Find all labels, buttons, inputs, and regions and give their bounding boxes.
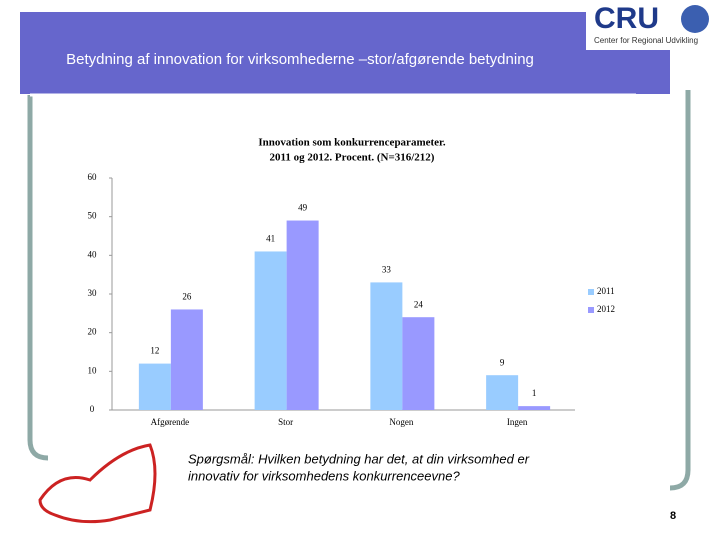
bar: [518, 406, 551, 410]
bar: [370, 282, 403, 410]
logo-tagline: Center for Regional Udvikling: [594, 36, 698, 45]
value-label: 41: [266, 234, 275, 244]
dog-logo: [38, 443, 157, 524]
y-tick-label: 0: [90, 404, 95, 414]
value-label: 24: [414, 299, 424, 309]
legend-label: 2012: [597, 304, 615, 314]
y-tick-label: 10: [88, 365, 98, 375]
logo-globe: [681, 5, 709, 33]
y-tick-label: 40: [88, 249, 98, 259]
logo: CRU: [594, 2, 659, 35]
value-label: 12: [150, 346, 159, 356]
bar: [170, 309, 203, 410]
chart-title: Innovation som konkurrenceparameter.: [258, 137, 446, 149]
y-tick-label: 50: [88, 211, 98, 221]
legend-label: 2011: [597, 286, 615, 296]
x-tick-label: Afgørende: [151, 417, 189, 427]
value-label: 49: [298, 203, 308, 213]
chart-title: 2011 og 2012. Procent. (N=316/212): [270, 152, 435, 164]
value-label: 26: [182, 292, 192, 302]
y-tick-label: 60: [88, 172, 98, 182]
x-tick-label: Stor: [278, 417, 293, 427]
value-label: 1: [532, 388, 537, 398]
bar: [402, 317, 435, 410]
bar: [286, 220, 319, 410]
legend-swatch: [588, 307, 594, 313]
value-label: 33: [382, 264, 392, 274]
bar: [254, 251, 287, 410]
bar: [138, 363, 171, 410]
x-tick-label: Nogen: [389, 417, 413, 427]
bar: [486, 375, 519, 410]
question-line: innovativ for virksomhedens konkurrencee…: [188, 468, 460, 483]
value-label: 9: [500, 357, 505, 367]
x-tick-label: Ingen: [507, 417, 528, 427]
question-line: Spørgsmål: Hvilken betydning har det, at…: [188, 451, 530, 466]
page-number: 8: [670, 510, 676, 522]
header-band: [20, 12, 670, 94]
frame: [27, 90, 691, 491]
legend-swatch: [588, 289, 594, 295]
y-tick-label: 30: [88, 288, 98, 298]
y-tick-label: 20: [88, 327, 98, 337]
slide-title: Betydning af innovation for virksomheder…: [66, 51, 534, 68]
